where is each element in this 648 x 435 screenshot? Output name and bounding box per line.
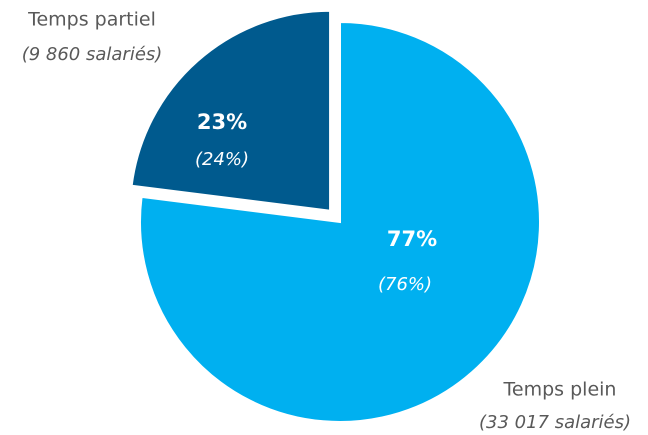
value-label: 77% (387, 227, 437, 251)
pie-slice (139, 20, 541, 423)
category-note: (33 017 salariés) (479, 412, 631, 433)
category-label: Temps partiel (27, 9, 156, 31)
value-label: 23% (197, 110, 247, 134)
secondary-label: (24%) (195, 149, 249, 170)
secondary-label: (76%) (378, 274, 432, 295)
category-note: (9 860 salariés) (22, 44, 163, 65)
category-label: Temps plein (503, 379, 617, 401)
pie-slice (130, 9, 332, 212)
